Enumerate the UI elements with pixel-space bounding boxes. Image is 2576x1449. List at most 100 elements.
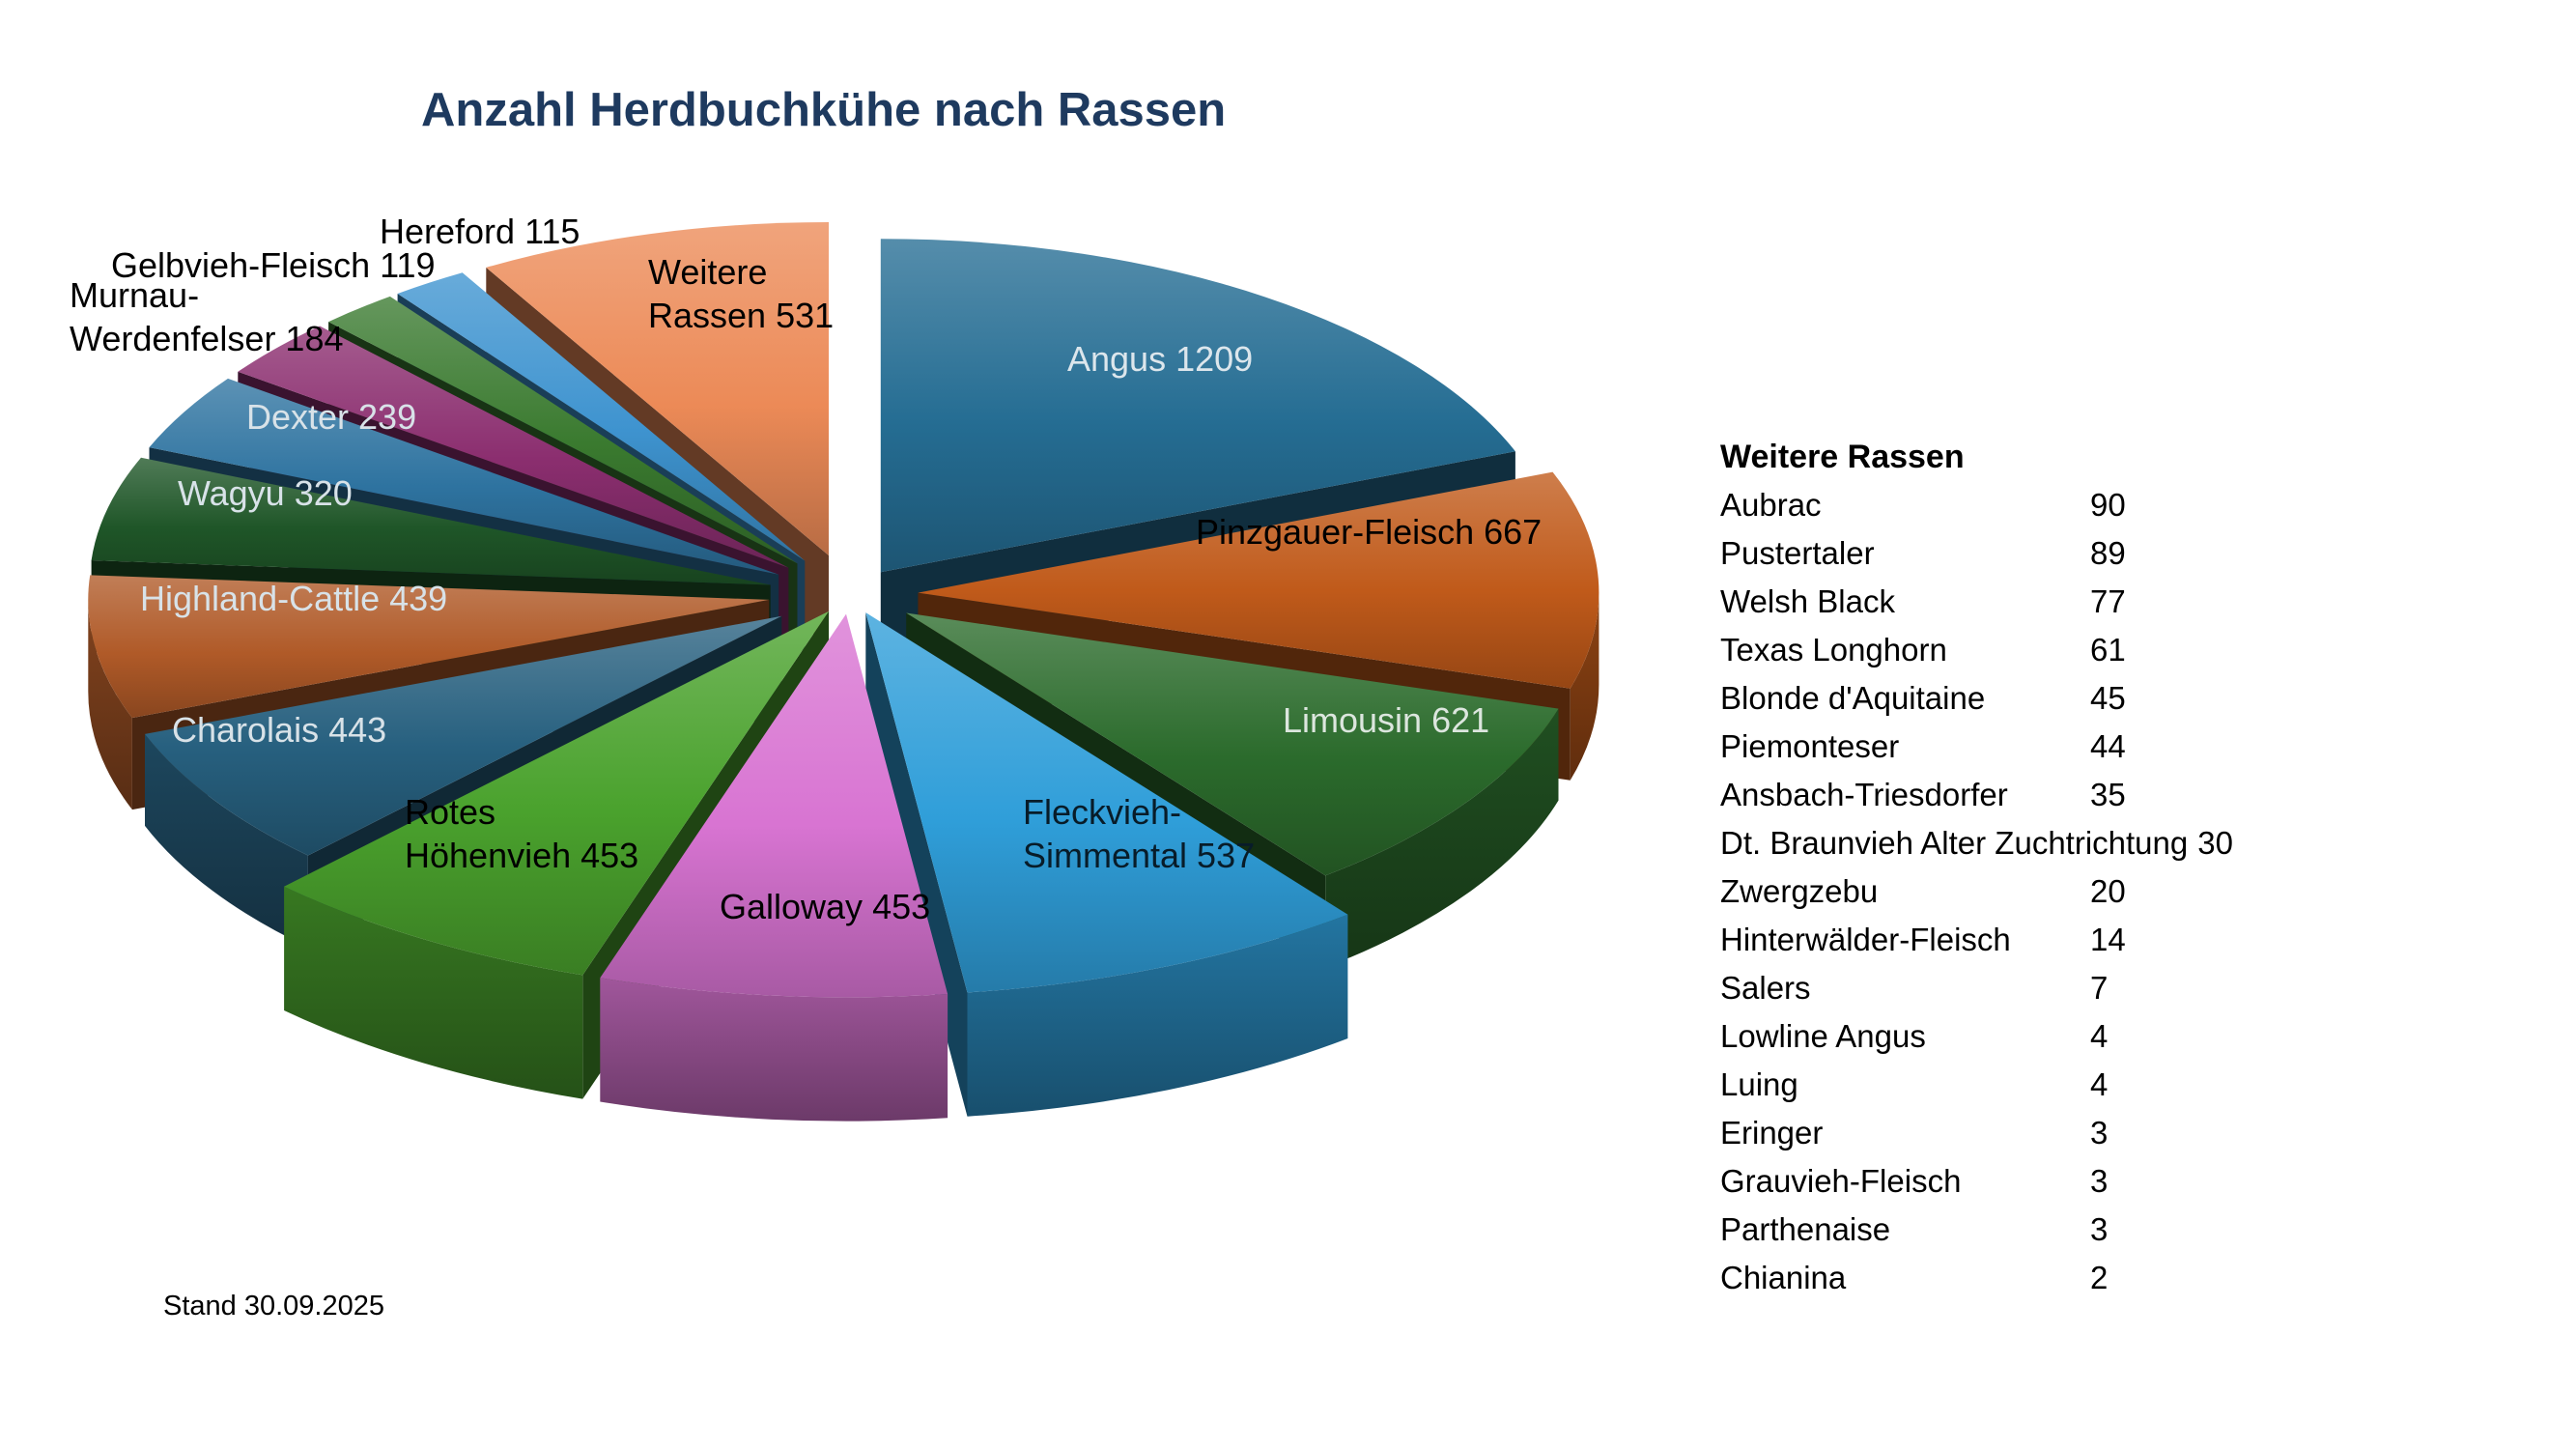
list-item: Chianina 2 bbox=[1720, 1254, 2493, 1302]
list-item: Piemonteser 44 bbox=[1720, 723, 2493, 771]
breed-count: 7 bbox=[2090, 970, 2109, 1006]
list-item: Dt. Braunvieh Alter Zuchtrichtung 30 bbox=[1720, 819, 2493, 867]
pie-slice-limousin-rim bbox=[1325, 708, 1559, 968]
pie-label-line: Limousin 621 bbox=[1283, 700, 1490, 740]
pie-label-wagyu: Wagyu 320 bbox=[178, 471, 353, 515]
pie-slice-highland-cattle-rim bbox=[88, 599, 132, 810]
list-item: Welsh Black 77 bbox=[1720, 578, 2493, 626]
breed-count: 77 bbox=[2090, 583, 2126, 619]
breed-count: 4 bbox=[2090, 1018, 2109, 1054]
breed-name: Lowline Angus bbox=[1720, 1018, 1926, 1054]
list-item: Lowline Angus 4 bbox=[1720, 1012, 2493, 1061]
pie-slice-pinzgauer-fleisch-rim bbox=[1570, 592, 1599, 781]
list-item: Grauvieh-Fleisch 3 bbox=[1720, 1157, 2493, 1206]
breed-name: Parthenaise bbox=[1720, 1211, 1891, 1247]
breed-name: Luing bbox=[1720, 1066, 1798, 1102]
breed-count: 35 bbox=[2090, 777, 2126, 812]
pie-label-line: Hereford 115 bbox=[380, 212, 580, 251]
pie-slice-limousin bbox=[906, 612, 1559, 876]
pie-slice-fleckvieh-simmental bbox=[865, 612, 1348, 993]
pie-label-dexter: Dexter 239 bbox=[246, 395, 416, 439]
pie-label-line: Murnau- bbox=[70, 275, 200, 315]
pie-slice-hereford bbox=[397, 272, 806, 561]
breed-count: 14 bbox=[2090, 922, 2126, 957]
breed-count: 30 bbox=[2197, 825, 2233, 861]
pie-label-line: Rassen 531 bbox=[648, 296, 835, 335]
pie-label-limousin: Limousin 621 bbox=[1283, 698, 1489, 742]
breed-name: Grauvieh-Fleisch bbox=[1720, 1163, 1962, 1199]
list-item: Pustertaler 89 bbox=[1720, 529, 2493, 578]
pie-label-line: Pinzgauer-Fleisch 667 bbox=[1196, 512, 1543, 552]
pie-slice-charolais-rim bbox=[145, 733, 308, 948]
breed-name: Blonde d'Aquitaine bbox=[1720, 680, 1986, 716]
pie-slice-gelbvieh-fleisch bbox=[328, 296, 798, 564]
breed-count: 3 bbox=[2090, 1115, 2109, 1151]
breed-name: Hinterwälder-Fleisch bbox=[1720, 922, 2011, 957]
breed-name: Chianina bbox=[1720, 1260, 1847, 1295]
pie-label-line: Höhenvieh 453 bbox=[405, 836, 639, 875]
breed-count: 45 bbox=[2090, 680, 2126, 716]
list-item: Ansbach-Triesdorfer 35 bbox=[1720, 771, 2493, 819]
list-item: Hinterwälder-Fleisch 14 bbox=[1720, 916, 2493, 964]
pie-slice-galloway bbox=[600, 613, 948, 998]
pie-label-line: Dexter 239 bbox=[246, 397, 417, 437]
breed-count: 61 bbox=[2090, 632, 2126, 668]
pie-label-line: Weitere bbox=[648, 252, 768, 292]
pie-label-weitere-rassen: Weitere Rassen 531 bbox=[648, 250, 834, 337]
pie-label-murnau-werdenfelser: Murnau- Werdenfelser 184 bbox=[70, 273, 344, 360]
breed-name: Aubrac bbox=[1720, 487, 1822, 523]
breed-name: Welsh Black bbox=[1720, 583, 1895, 619]
pie-slice-rotes-höhenvieh bbox=[284, 611, 830, 976]
list-item: Aubrac 90 bbox=[1720, 481, 2493, 529]
pie-slice-murnau-werdenfelser bbox=[238, 326, 789, 568]
pie-label-line: Fleckvieh- bbox=[1023, 792, 1182, 832]
pie-label-line: Highland-Cattle 439 bbox=[140, 579, 448, 618]
pie-label-line: Wagyu 320 bbox=[178, 473, 353, 513]
list-item: Zwergzebu 20 bbox=[1720, 867, 2493, 916]
list-item: Texas Longhorn 61 bbox=[1720, 626, 2493, 674]
breed-name: Pustertaler bbox=[1720, 535, 1875, 571]
pie-label-pinzgauer-fleisch: Pinzgauer-Fleisch 667 bbox=[1196, 510, 1542, 554]
list-item: Blonde d'Aquitaine 45 bbox=[1720, 674, 2493, 723]
breed-name: Ansbach-Triesdorfer bbox=[1720, 777, 2008, 812]
breed-name: Salers bbox=[1720, 970, 1811, 1006]
pie-label-rotes-höhenvieh: Rotes Höhenvieh 453 bbox=[405, 790, 638, 877]
pie-label-hereford: Hereford 115 bbox=[380, 210, 580, 253]
pie-label-line: Simmental 537 bbox=[1023, 836, 1256, 875]
pie-slice-wagyu bbox=[91, 457, 771, 585]
pie-label-line: Rotes bbox=[405, 792, 496, 832]
breed-count: 89 bbox=[2090, 535, 2126, 571]
breed-count: 3 bbox=[2090, 1211, 2109, 1247]
pie-label-charolais: Charolais 443 bbox=[172, 708, 386, 752]
list-item: Luing 4 bbox=[1720, 1061, 2493, 1109]
pie-label-line: Angus 1209 bbox=[1067, 339, 1254, 379]
breed-name: Dt. Braunvieh Alter Zuchtrichtung bbox=[1720, 825, 2189, 861]
list-header: Weitere Rassen bbox=[1720, 439, 1965, 475]
pie-slice-galloway-rim bbox=[600, 978, 948, 1122]
pie-label-line: Gelbvieh-Fleisch 119 bbox=[111, 245, 436, 285]
list-rows: Aubrac 90 Pustertaler 89 Welsh Black 77 Texas … bbox=[1720, 481, 2493, 1302]
pie-slice-highland-cattle bbox=[88, 575, 770, 719]
date-footnote: Stand 30.09.2025 bbox=[163, 1291, 384, 1321]
breed-count: 20 bbox=[2090, 873, 2126, 909]
pie-label-angus: Angus 1209 bbox=[1067, 337, 1253, 381]
list-item: Eringer 3 bbox=[1720, 1109, 2493, 1157]
pie-label-highland-cattle: Highland-Cattle 439 bbox=[140, 577, 447, 620]
pie-slice-dexter bbox=[149, 378, 779, 575]
breed-name: Zwergzebu bbox=[1720, 873, 1879, 909]
pie-slice-fleckvieh-simmental-rim bbox=[967, 914, 1348, 1117]
breed-count: 44 bbox=[2090, 728, 2126, 764]
pie-slice-weitere-rassen bbox=[486, 222, 829, 555]
breed-name: Piemonteser bbox=[1720, 728, 1900, 764]
pie-label-line: Galloway 453 bbox=[720, 887, 931, 926]
breed-count: 4 bbox=[2090, 1066, 2109, 1102]
pie-slice-pinzgauer-fleisch bbox=[918, 471, 1599, 689]
breed-name: Texas Longhorn bbox=[1720, 632, 1947, 668]
breed-name: Eringer bbox=[1720, 1115, 1824, 1151]
breed-count: 3 bbox=[2090, 1163, 2109, 1199]
pie-label-gelbvieh-fleisch: Gelbvieh-Fleisch 119 bbox=[111, 243, 436, 287]
pie-slice-charolais bbox=[145, 615, 782, 856]
